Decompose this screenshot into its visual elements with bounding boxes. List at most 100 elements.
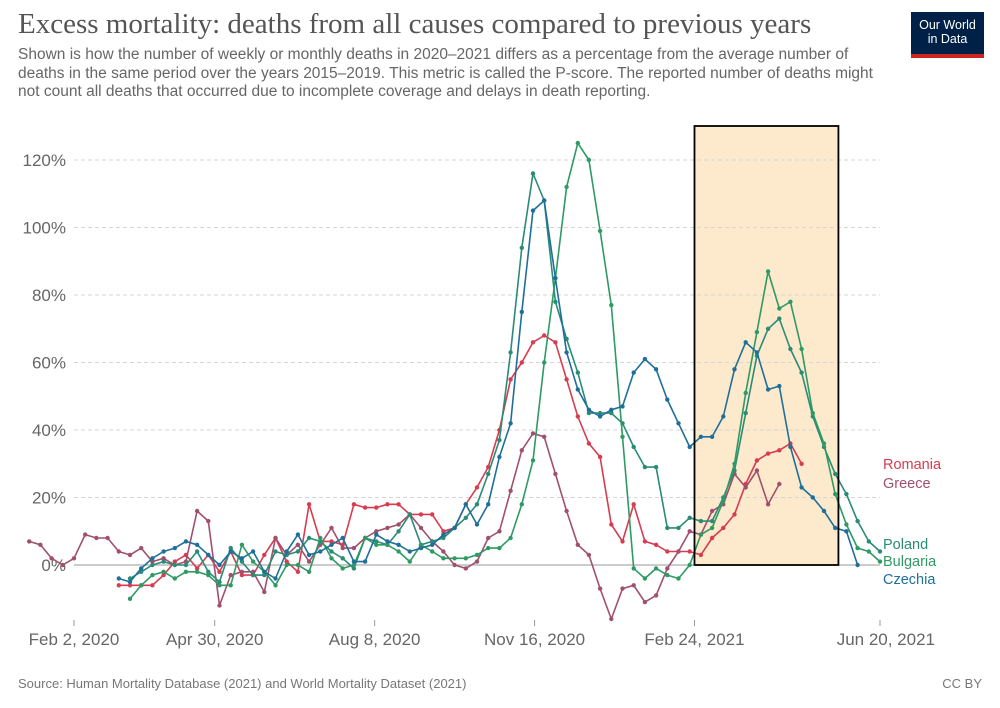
data-point [295, 562, 301, 568]
data-point [374, 539, 379, 544]
data-point [486, 502, 491, 507]
data-point [430, 549, 435, 554]
data-point [284, 549, 289, 554]
data-point [698, 518, 704, 524]
data-point [262, 589, 267, 595]
data-point [463, 502, 468, 507]
data-point [172, 576, 177, 581]
y-tick-label: 40% [32, 421, 66, 440]
data-point [71, 556, 77, 561]
data-point [743, 340, 748, 345]
data-point [709, 518, 715, 524]
data-point [385, 525, 390, 531]
data-point [418, 542, 424, 547]
data-point [687, 444, 692, 450]
data-point [665, 525, 670, 531]
data-point [228, 572, 233, 578]
data-point [609, 407, 614, 412]
data-point [273, 583, 278, 588]
data-point [721, 525, 726, 531]
data-point [687, 562, 692, 568]
data-point [161, 569, 166, 574]
data-point [519, 309, 524, 315]
data-point [653, 542, 659, 547]
data-point [653, 566, 659, 571]
data-point [340, 566, 345, 571]
data-point [866, 539, 871, 544]
data-point [150, 559, 155, 564]
owid-logo[interactable]: Our World in Data [911, 12, 984, 58]
data-point [631, 566, 636, 571]
data-point [239, 556, 245, 561]
data-point [799, 461, 804, 466]
data-point [508, 488, 513, 493]
legend-label-bulgaria: Bulgaria [883, 554, 937, 570]
data-point [553, 340, 558, 345]
data-point [508, 377, 513, 382]
data-point [329, 549, 334, 554]
data-point [306, 535, 312, 541]
data-point [676, 549, 681, 554]
data-point [665, 566, 670, 571]
source-note[interactable]: Source: Human Mortality Database (2021) … [18, 676, 467, 691]
data-point [799, 346, 804, 352]
highlight-box-fill [694, 126, 839, 565]
data-point [474, 485, 480, 490]
data-point [844, 522, 849, 527]
data-point [340, 556, 345, 561]
data-point [665, 549, 670, 554]
data-point [318, 535, 323, 541]
data-point [732, 461, 737, 466]
data-point [642, 356, 648, 362]
data-point [709, 434, 715, 439]
data-point [530, 458, 536, 463]
data-point [306, 552, 312, 558]
license-link[interactable]: CC BY [942, 676, 982, 691]
data-point [474, 552, 480, 558]
legend-label-greece: Greece [883, 476, 931, 492]
data-point [374, 505, 379, 510]
data-point [765, 326, 771, 331]
data-point [418, 545, 424, 551]
data-point [721, 414, 726, 419]
data-point [239, 542, 245, 547]
data-point [597, 586, 603, 591]
data-point [362, 535, 368, 541]
data-point [844, 529, 849, 534]
data-point [497, 545, 502, 551]
data-point [586, 157, 592, 163]
data-point [732, 367, 737, 372]
series-bulgaria [127, 140, 883, 601]
data-point [553, 275, 558, 281]
data-point [239, 569, 245, 574]
data-point [127, 596, 133, 601]
data-point [553, 471, 558, 477]
data-point [194, 542, 200, 547]
data-point [430, 539, 435, 544]
data-point [194, 566, 200, 571]
data-point [239, 559, 245, 564]
data-point [474, 502, 480, 507]
data-point [665, 397, 670, 402]
data-point [139, 545, 144, 551]
data-point [474, 522, 480, 527]
data-point [284, 559, 289, 564]
data-point [564, 350, 569, 355]
data-point [810, 410, 815, 416]
data-point [396, 549, 401, 554]
data-point [586, 410, 592, 416]
data-point [777, 306, 782, 311]
data-point [855, 545, 860, 551]
data-point [788, 346, 793, 352]
data-point [105, 535, 110, 541]
data-point [631, 502, 636, 507]
data-point [194, 569, 200, 574]
data-point [139, 566, 144, 571]
data-point [351, 559, 357, 564]
data-point [631, 370, 636, 375]
series-greece [27, 431, 782, 622]
data-point [575, 140, 580, 146]
data-point [877, 559, 883, 564]
data-point [620, 404, 625, 409]
